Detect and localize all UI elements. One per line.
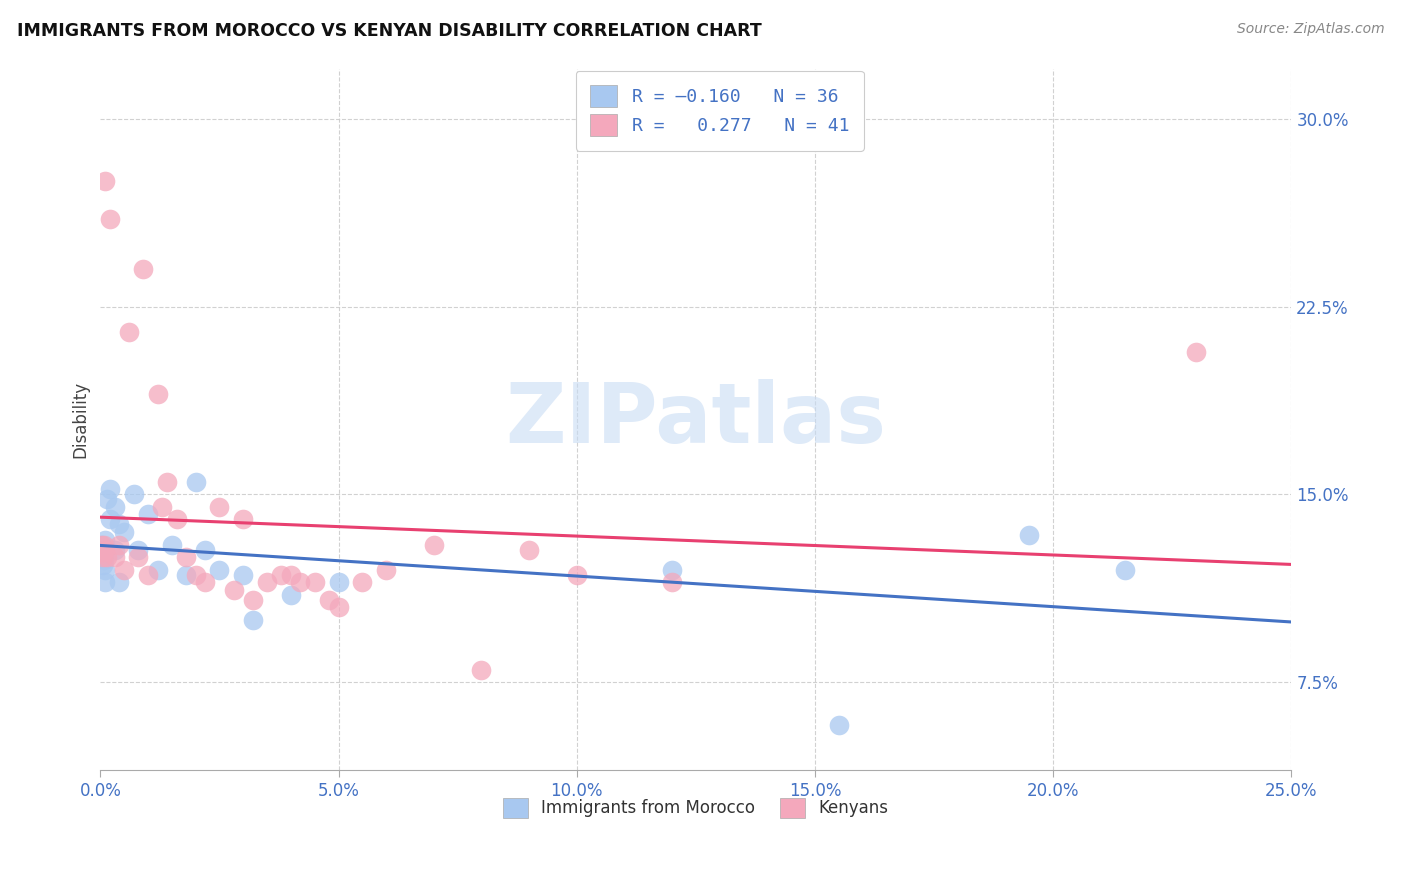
Point — [270, 567, 292, 582]
Point — [94, 533, 117, 547]
Point — [90, 537, 112, 551]
Point — [108, 537, 131, 551]
Text: ZIPatlas: ZIPatlas — [505, 379, 886, 459]
Point — [108, 575, 131, 590]
Point — [232, 567, 254, 582]
Point — [242, 592, 264, 607]
Point — [156, 475, 179, 489]
Point — [328, 600, 350, 615]
Point — [174, 567, 197, 582]
Legend: Immigrants from Morocco, Kenyans: Immigrants from Morocco, Kenyans — [496, 791, 896, 825]
Point — [94, 542, 117, 557]
Point — [98, 512, 121, 526]
Point — [136, 567, 159, 582]
Point — [90, 549, 112, 564]
Point — [194, 542, 217, 557]
Point — [208, 563, 231, 577]
Point — [104, 500, 127, 514]
Point — [91, 545, 114, 559]
Point — [127, 549, 149, 564]
Text: IMMIGRANTS FROM MOROCCO VS KENYAN DISABILITY CORRELATION CHART: IMMIGRANTS FROM MOROCCO VS KENYAN DISABI… — [17, 22, 762, 40]
Text: Source: ZipAtlas.com: Source: ZipAtlas.com — [1237, 22, 1385, 37]
Point — [661, 563, 683, 577]
Point — [91, 549, 114, 564]
Point — [94, 563, 117, 577]
Point — [828, 718, 851, 732]
Point — [232, 512, 254, 526]
Point — [93, 548, 115, 562]
Point — [93, 552, 115, 566]
Point — [208, 500, 231, 514]
Point — [166, 512, 188, 526]
Point — [280, 567, 302, 582]
Point — [222, 582, 245, 597]
Point — [565, 567, 588, 582]
Point — [174, 549, 197, 564]
Point — [1114, 563, 1136, 577]
Point — [122, 487, 145, 501]
Point — [127, 542, 149, 557]
Point — [132, 262, 155, 277]
Point — [318, 592, 340, 607]
Point — [194, 575, 217, 590]
Point — [94, 174, 117, 188]
Point — [93, 537, 115, 551]
Point — [423, 537, 446, 551]
Point — [242, 613, 264, 627]
Point — [328, 575, 350, 590]
Point — [108, 517, 131, 532]
Point — [470, 663, 492, 677]
Point — [104, 549, 127, 564]
Point — [146, 563, 169, 577]
Point — [290, 575, 312, 590]
Y-axis label: Disability: Disability — [72, 381, 89, 458]
Point — [118, 325, 141, 339]
Point — [1185, 344, 1208, 359]
Point — [98, 211, 121, 226]
Point — [91, 545, 114, 559]
Point — [517, 542, 540, 557]
Point — [104, 542, 127, 557]
Point — [1018, 527, 1040, 541]
Point — [136, 508, 159, 522]
Point — [96, 492, 118, 507]
Point — [94, 542, 117, 557]
Point — [91, 537, 114, 551]
Point — [98, 483, 121, 497]
Point — [91, 558, 114, 572]
Point — [160, 537, 183, 551]
Point — [112, 524, 135, 539]
Point — [375, 563, 398, 577]
Point — [280, 588, 302, 602]
Point — [112, 563, 135, 577]
Point — [146, 387, 169, 401]
Point — [352, 575, 374, 590]
Point — [304, 575, 326, 590]
Point — [256, 575, 278, 590]
Point — [184, 475, 207, 489]
Point — [661, 575, 683, 590]
Point — [184, 567, 207, 582]
Point — [96, 549, 118, 564]
Point — [150, 500, 173, 514]
Point — [90, 542, 112, 557]
Point — [94, 575, 117, 590]
